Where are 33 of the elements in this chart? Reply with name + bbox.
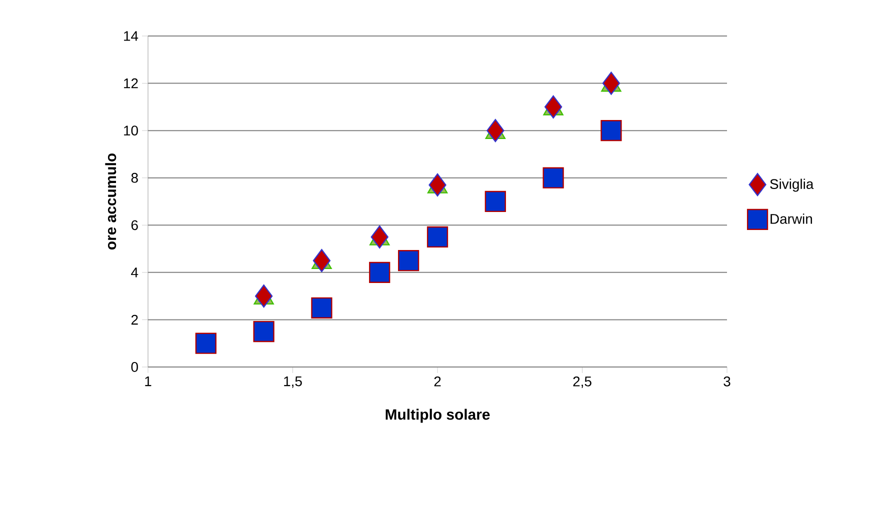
point <box>602 72 620 95</box>
legend-label: Siviglia <box>770 178 814 192</box>
point <box>542 167 564 188</box>
y-axis-title: ore accumulo <box>105 154 116 250</box>
y-tick-label: 8 <box>131 172 138 183</box>
point <box>254 284 273 308</box>
y-tick-label: 14 <box>124 31 138 41</box>
point <box>484 190 506 212</box>
point <box>544 95 562 118</box>
x-tick-label: 1 <box>145 376 152 386</box>
point <box>426 226 448 248</box>
y-tick-label: 0 <box>131 362 138 372</box>
point <box>369 262 390 283</box>
y-tick-label: 4 <box>131 268 138 278</box>
point <box>600 120 622 142</box>
point <box>398 250 420 272</box>
x-tick-label: 2 <box>434 376 441 386</box>
x-tick-label: 1,5 <box>284 376 302 388</box>
point <box>370 225 388 249</box>
point <box>312 249 331 272</box>
x-tick-label: 3 <box>724 376 730 386</box>
point <box>486 119 504 142</box>
x-axis-title: Multiplo solare <box>386 408 490 423</box>
y-tick-label: 10 <box>124 126 138 136</box>
point <box>428 173 446 197</box>
legend-label: Darwin <box>770 214 812 224</box>
point <box>195 332 216 354</box>
x-tick-label: 2,5 <box>573 376 592 388</box>
y-tick-label: 12 <box>124 78 138 88</box>
y-tick-label: 2 <box>131 314 138 325</box>
y-tick-label: 6 <box>131 220 138 230</box>
point <box>311 297 332 318</box>
point <box>253 320 274 342</box>
